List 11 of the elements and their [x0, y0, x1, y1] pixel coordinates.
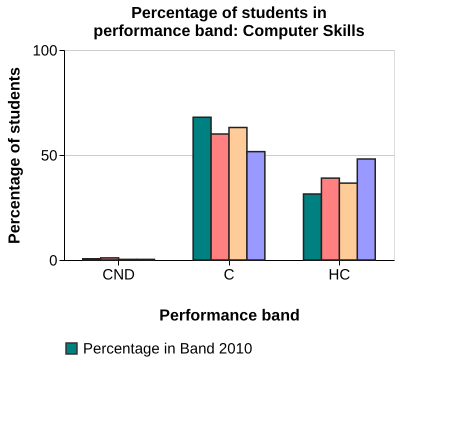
- x-tick-label: HC: [328, 266, 350, 284]
- y-tick-label: 100: [32, 42, 58, 60]
- text: performance band: Computer Skills: [93, 23, 365, 40]
- y-axis-title: Percentage of students: [6, 66, 24, 244]
- x-tick-label: C: [224, 266, 235, 284]
- x-tick-label: CND: [102, 266, 136, 284]
- text: Percentage of students in: [131, 5, 327, 22]
- legend-label: Percentage in Band 2010: [83, 340, 252, 358]
- y-tick-label: 0: [49, 252, 58, 270]
- y-tick-label: 50: [40, 148, 58, 164]
- x-axis-title: Performance band: [159, 308, 300, 324]
